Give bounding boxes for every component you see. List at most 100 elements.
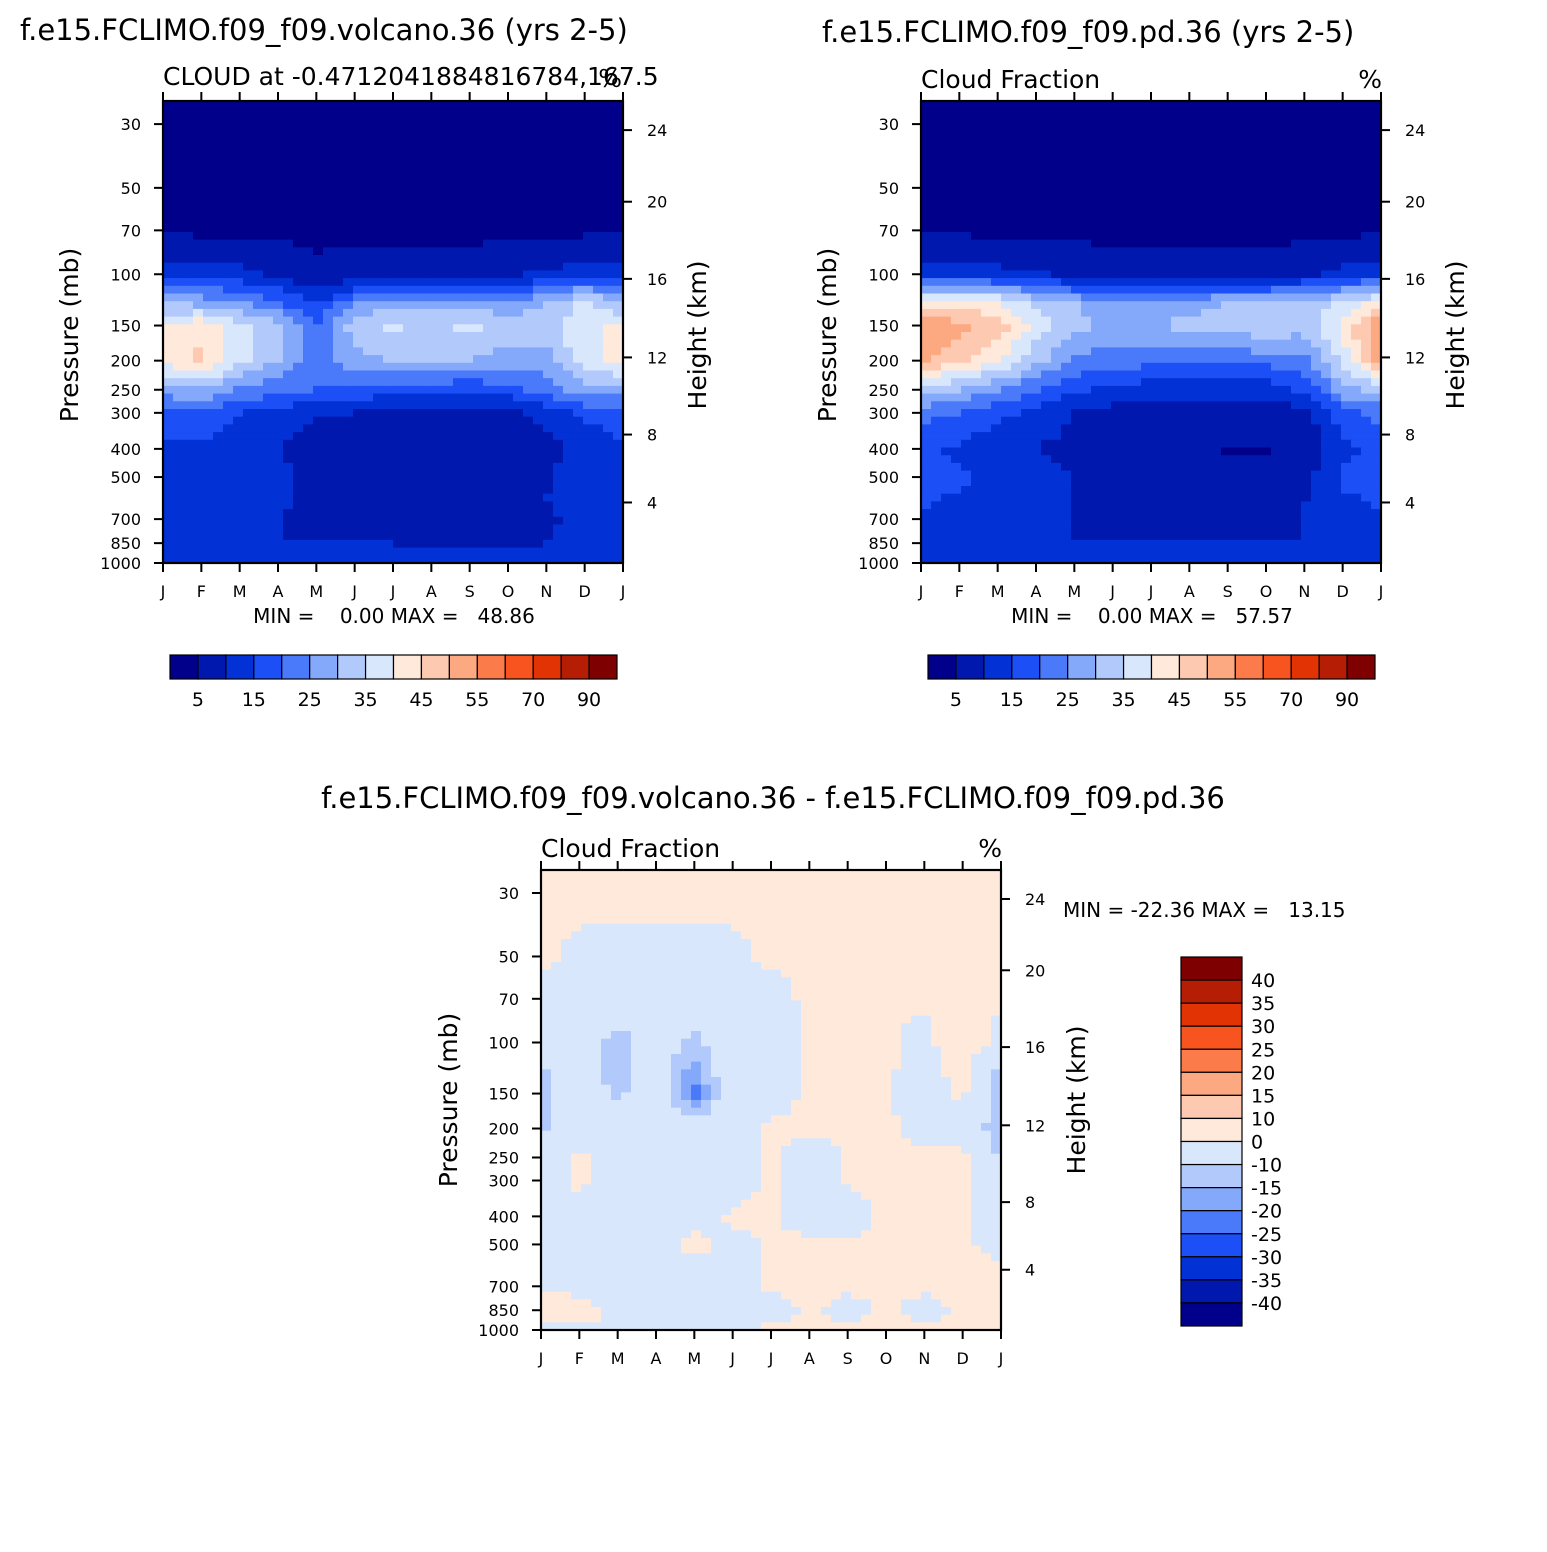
field-cell [243, 440, 254, 448]
field-cell [353, 240, 364, 248]
field-cell [433, 294, 444, 302]
field-cell [1181, 116, 1192, 124]
field-cell [1101, 332, 1112, 340]
field-cell [1301, 132, 1312, 140]
field-cell [313, 124, 324, 132]
field-cell [563, 263, 574, 271]
field-cell [513, 124, 524, 132]
field-cell [1151, 224, 1162, 232]
field-cell [1021, 440, 1032, 448]
field-cell [1171, 178, 1182, 186]
field-cell [393, 463, 404, 471]
field-cell [1191, 355, 1202, 363]
field-cell [263, 317, 274, 325]
field-cell [163, 471, 174, 479]
field-cell [303, 478, 314, 486]
field-cell [1091, 294, 1102, 302]
field-cell [533, 340, 544, 348]
field-cell [493, 109, 504, 117]
field-cell [1011, 232, 1022, 240]
field-cell [1231, 371, 1242, 379]
field-cell [1031, 155, 1042, 163]
field-cell [333, 247, 344, 255]
field-cell [1281, 417, 1292, 425]
field-cell [403, 240, 414, 248]
field-cell [513, 147, 524, 155]
field-cell [513, 324, 524, 332]
field-cell [363, 417, 374, 425]
field-cell [323, 332, 334, 340]
field-cell [393, 525, 404, 533]
field-cell [293, 363, 304, 371]
field-cell [1111, 240, 1122, 248]
field-cell [1331, 378, 1342, 386]
field-cell [1281, 240, 1292, 248]
field-cell [233, 501, 244, 509]
field-cell [971, 193, 982, 201]
field-cell [1341, 417, 1352, 425]
field-cell [1171, 378, 1182, 386]
field-cell [293, 201, 304, 209]
field-cell [1181, 247, 1192, 255]
field-cell [583, 178, 594, 186]
field-cell [273, 525, 284, 533]
field-cell [1081, 394, 1092, 402]
field-cell [1141, 286, 1152, 294]
field-cell [971, 301, 982, 309]
field-cell [363, 201, 374, 209]
field-cell [1361, 378, 1372, 386]
field-cell [443, 278, 454, 286]
field-cell [1221, 440, 1232, 448]
field-cell [293, 409, 304, 417]
field-cell [443, 286, 454, 294]
field-cell [313, 409, 324, 417]
field-cell [1301, 301, 1312, 309]
field-cell [293, 525, 304, 533]
field-cell [1141, 432, 1152, 440]
field-cell [603, 494, 614, 502]
field-cell [1001, 301, 1012, 309]
field-cell [1331, 217, 1342, 225]
field-cell [323, 255, 334, 263]
field-cell [293, 386, 304, 394]
field-cell [1251, 440, 1262, 448]
field-cell [1141, 309, 1152, 317]
field-cell [303, 155, 314, 163]
field-cell [553, 440, 564, 448]
field-cell [233, 317, 244, 325]
field-cell [533, 432, 544, 440]
field-cell [593, 224, 604, 232]
field-cell [363, 371, 374, 379]
field-cell [353, 286, 364, 294]
field-cell [1131, 371, 1142, 379]
field-cell [163, 193, 174, 201]
field-cell [203, 394, 214, 402]
field-cell [263, 332, 274, 340]
field-cell [981, 101, 992, 109]
field-cell [971, 286, 982, 294]
field-cell [513, 209, 524, 217]
field-cell [243, 463, 254, 471]
field-cell [1001, 332, 1012, 340]
field-cell [373, 355, 384, 363]
field-cell [233, 463, 244, 471]
field-cell [1271, 347, 1282, 355]
field-cell [1021, 409, 1032, 417]
field-cell [1071, 270, 1082, 278]
field-cell [981, 255, 992, 263]
field-cell [603, 525, 614, 533]
field-cell [1251, 163, 1262, 171]
field-cell [603, 247, 614, 255]
field-cell [1131, 247, 1142, 255]
field-cell [1111, 140, 1122, 148]
field-cell [273, 394, 284, 402]
field-cell [413, 224, 424, 232]
field-cell [443, 355, 454, 363]
field-cell [1341, 301, 1352, 309]
field-cell [523, 255, 534, 263]
field-cell [523, 109, 534, 117]
field-cell [1061, 409, 1072, 417]
field-cell [333, 432, 344, 440]
field-cell [1051, 201, 1062, 209]
field-cell [303, 340, 314, 348]
